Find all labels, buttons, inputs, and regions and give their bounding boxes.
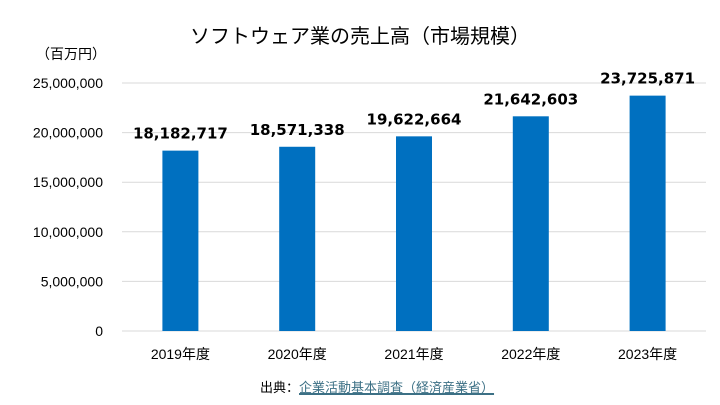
y-tick-label: 25,000,000 xyxy=(33,75,103,91)
x-tick-label: 2022年度 xyxy=(501,346,560,362)
data-label: 19,622,664 xyxy=(367,110,462,128)
chart-title: ソフトウェア業の売上高（市場規模） xyxy=(190,26,530,48)
bar xyxy=(396,136,432,331)
y-tick-label: 20,000,000 xyxy=(33,125,103,141)
y-axis-unit-label: （百万円） xyxy=(36,46,106,62)
bar xyxy=(629,95,666,331)
y-tick-label: 0 xyxy=(95,323,103,339)
y-tick-label: 10,000,000 xyxy=(33,224,103,240)
x-tick-label: 2023年度 xyxy=(618,346,677,362)
y-tick-label: 15,000,000 xyxy=(33,174,103,190)
bar xyxy=(512,116,549,331)
bar xyxy=(279,146,316,331)
data-label: 23,725,871 xyxy=(600,70,695,88)
source-note: 出典：企業活動基本調査（経済産業省） xyxy=(260,377,494,396)
x-tick-label: 2019年度 xyxy=(151,346,210,362)
y-tick-label: 5,000,000 xyxy=(41,273,103,289)
data-label: 18,571,338 xyxy=(250,121,345,139)
data-label: 18,182,717 xyxy=(133,125,228,143)
data-label: 21,642,603 xyxy=(483,90,578,108)
source-prefix: 出典： xyxy=(260,380,300,395)
source-link[interactable]: 企業活動基本調査（経済産業省） xyxy=(299,380,495,395)
x-tick-label: 2021年度 xyxy=(384,346,443,362)
x-tick-label: 2020年度 xyxy=(268,346,327,362)
bar xyxy=(162,150,199,331)
